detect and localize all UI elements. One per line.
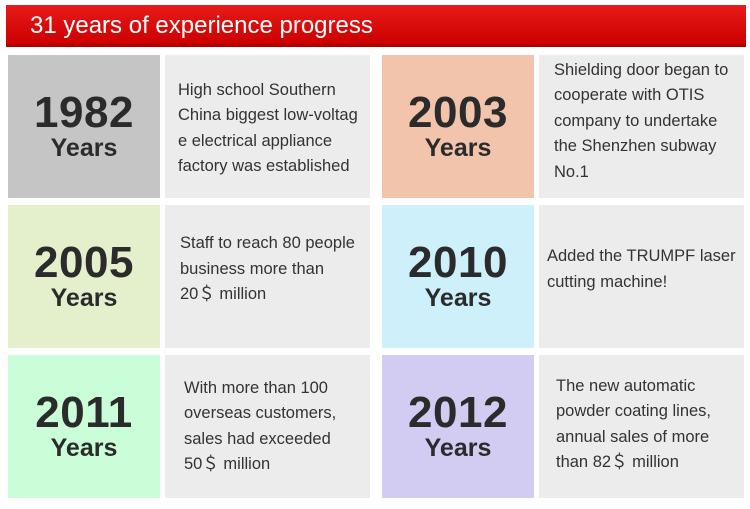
description-line: Shielding door began to (554, 60, 729, 79)
milestone-description-2012: The new automatic powder coating lines, … (539, 355, 744, 498)
year-unit: Years (424, 433, 492, 462)
year-number: 2003 (408, 87, 508, 137)
description-line: 20＄ million (180, 285, 267, 304)
description-line: overseas customers, (184, 404, 337, 422)
year-box-2003: 2003 Years (382, 55, 534, 198)
description-line: than 82＄ million (556, 453, 679, 471)
year-number: 1982 (34, 87, 134, 137)
description-line: cutting machine! (547, 272, 668, 291)
milestone-description-2003: Shielding door began to cooperate with O… (539, 55, 744, 198)
year-box-2011: 2011 Years (8, 355, 160, 498)
milestone-description-1982: High school Southern China biggest low-v… (165, 55, 370, 198)
description-line: business more than (180, 259, 324, 278)
header-banner: 31 years of experience progress (6, 5, 746, 47)
description-line: No.1 (554, 162, 589, 181)
milestone-description-2011: With more than 100 overseas customers, s… (165, 355, 370, 498)
year-box-2012: 2012 Years (382, 355, 534, 498)
description-line: company to undertake (554, 111, 718, 130)
year-unit: Years (50, 283, 118, 312)
year-box-1982: 1982 Years (8, 55, 160, 198)
description-line: Added the TRUMPF laser (547, 247, 736, 265)
description-line: cooperate with OTIS (554, 86, 705, 105)
year-unit: Years (424, 283, 492, 312)
description-line: factory was established (178, 157, 350, 175)
description-line: 50＄ million (184, 455, 271, 473)
year-box-2005: 2005 Years (8, 205, 160, 348)
year-number: 2005 (34, 237, 134, 287)
description-line: powder coating lines, (556, 402, 712, 420)
description-line: China biggest low-voltag (178, 106, 358, 124)
description-line: Staff to reach 80 people (180, 234, 355, 253)
year-box-2010: 2010 Years (382, 205, 534, 348)
year-number: 2011 (35, 387, 133, 437)
description-line: annual sales of more (556, 427, 710, 446)
description-line: High school Southern (178, 80, 336, 99)
year-unit: Years (424, 133, 492, 162)
page-title: 31 years of experience progress (30, 12, 373, 39)
description-line: the Shenzhen subway (554, 137, 717, 156)
year-number: 2010 (408, 237, 508, 287)
milestone-description-2005: Staff to reach 80 people business more t… (165, 205, 370, 348)
year-number: 2012 (408, 387, 508, 437)
description-line: With more than 100 (184, 378, 328, 397)
milestone-description-2010: Added the TRUMPF laser cutting machine! (539, 205, 744, 348)
description-line: sales had exceeded (184, 429, 331, 448)
year-unit: Years (50, 433, 118, 462)
description-line: e electrical appliance (178, 131, 333, 150)
description-line: The new automatic (556, 376, 696, 395)
year-unit: Years (50, 133, 118, 162)
